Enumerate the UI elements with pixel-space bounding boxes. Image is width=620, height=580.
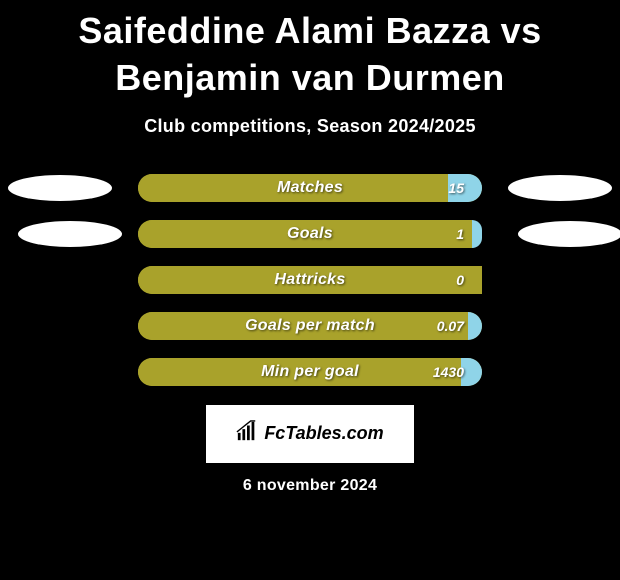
stat-value: 0.07	[437, 318, 464, 334]
stat-bar: Matches15	[138, 174, 482, 202]
stat-value: 1	[456, 226, 464, 242]
stat-label: Matches	[138, 179, 482, 197]
subtitle: Club competitions, Season 2024/2025	[0, 116, 620, 137]
stat-row: Min per goal1430	[0, 349, 620, 395]
bar-chart-icon	[236, 420, 258, 447]
stat-bar: Hattricks0	[138, 266, 482, 294]
stat-bar: Min per goal1430	[138, 358, 482, 386]
stat-bar: Goals per match0.07	[138, 312, 482, 340]
stat-row: Goals1	[0, 211, 620, 257]
side-ellipse-right	[508, 175, 612, 201]
side-ellipse-right	[518, 221, 620, 247]
date-text: 6 november 2024	[0, 477, 620, 495]
stat-label: Goals per match	[138, 317, 482, 335]
stat-label: Min per goal	[138, 363, 482, 381]
side-ellipse-left	[18, 221, 122, 247]
stats-area: Matches15 Goals1 Hattricks0 Goals per match…	[0, 165, 620, 395]
stat-value: 1430	[433, 364, 464, 380]
stat-row: Matches15	[0, 165, 620, 211]
stat-row: Hattricks0	[0, 257, 620, 303]
stat-bar: Goals1	[138, 220, 482, 248]
stat-label: Hattricks	[138, 271, 482, 289]
side-ellipse-left	[8, 175, 112, 201]
stat-label: Goals	[138, 225, 482, 243]
page-title: Saifeddine Alami Bazza vs Benjamin van D…	[0, 0, 620, 102]
stat-value: 0	[456, 272, 464, 288]
stat-row: Goals per match0.07	[0, 303, 620, 349]
branding-text: FcTables.com	[264, 423, 383, 444]
stat-value: 15	[448, 180, 464, 196]
branding-box[interactable]: FcTables.com	[206, 405, 414, 463]
